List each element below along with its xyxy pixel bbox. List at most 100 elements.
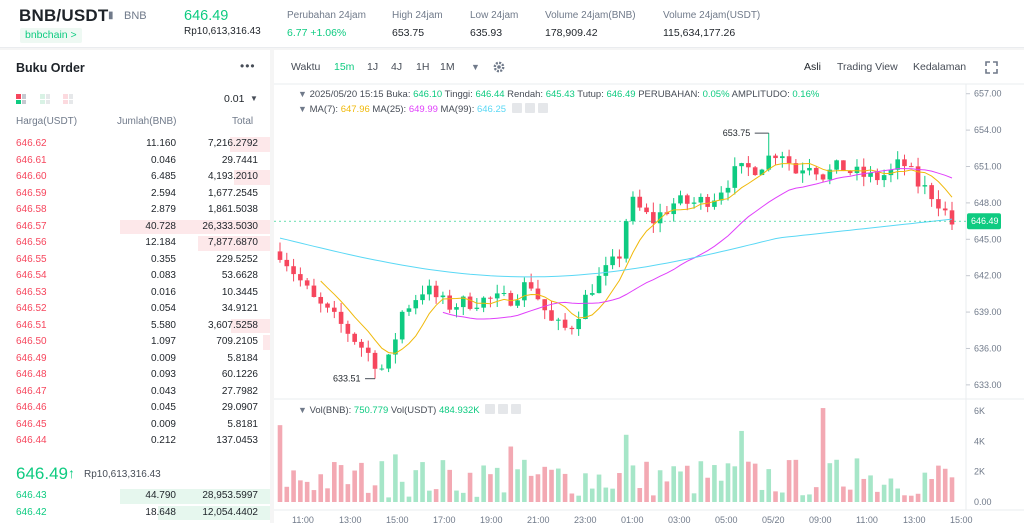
more-intervals-chevron-icon[interactable]: ▼	[471, 62, 480, 72]
last-price: 646.49	[184, 8, 229, 24]
coin-doc-icon[interactable]: ▮	[108, 10, 114, 21]
volume-bar	[562, 473, 568, 502]
cell-price: 646.48	[16, 369, 47, 380]
ask-row[interactable]: 646.50 1.097 709.2105	[0, 334, 270, 351]
fullscreen-icon[interactable]	[985, 61, 998, 74]
candle-body	[881, 175, 887, 181]
candle-body	[827, 169, 833, 180]
volume-bar	[684, 465, 690, 502]
ask-row[interactable]: 646.53 0.016 10.3445	[0, 285, 270, 302]
view-asks-icon[interactable]	[63, 94, 73, 104]
interval-1d[interactable]: 1H	[416, 61, 430, 73]
cell-price: 646.57	[16, 220, 47, 232]
cell-total: 29.7441	[221, 154, 258, 166]
stat-label: Volume 24jam(USDT)	[663, 10, 761, 21]
visibility-eye-icon[interactable]	[485, 404, 496, 414]
interval-4h[interactable]: 4J	[391, 61, 403, 73]
symbol-title[interactable]: BNB/USDT	[19, 6, 109, 25]
collapse-chevron-icon[interactable]: ▼	[298, 89, 307, 99]
interval-1m[interactable]: 1M	[440, 61, 455, 73]
ask-row[interactable]: 646.51 5.580 3,607.5258	[0, 318, 270, 335]
collapse-chevron-icon[interactable]: ▼	[298, 104, 307, 114]
view-both-icon[interactable]	[16, 94, 26, 104]
candlestick-chart[interactable]: 657.00 654.00 651.00 648.00 645.00 642.00 639.…	[274, 50, 1024, 523]
volume-bar	[739, 430, 744, 502]
ma99-label: MA(99):	[440, 104, 475, 115]
ask-row[interactable]: 646.46 0.045 29.0907	[0, 400, 270, 417]
candle-body	[291, 266, 296, 275]
interval-time[interactable]: Waktu	[291, 61, 321, 73]
stat-low: Low 24jam 635.93	[470, 10, 518, 39]
view-bids-icon[interactable]	[40, 94, 50, 104]
asks-list: 646.62 11.160 7,216.2792 646.61 0.046 29.7441…	[0, 136, 270, 450]
ask-row[interactable]: 646.60 6.485 4,193.2010	[0, 169, 270, 186]
high-value: 646.44	[475, 89, 505, 100]
volume-bar	[338, 465, 344, 502]
ask-row[interactable]: 646.59 2.594 1,677.2545	[0, 186, 270, 203]
cell-total: 5.8181	[227, 418, 258, 430]
ask-row[interactable]: 646.54 0.083 53.6628	[0, 268, 270, 285]
low-marker-label: 633.51	[333, 374, 361, 384]
interval-15m[interactable]: 15m	[334, 61, 355, 73]
candle-body	[718, 192, 724, 201]
cell-amount: 0.355	[150, 253, 176, 265]
visibility-eye-icon[interactable]	[511, 103, 522, 113]
coin-label: BNB	[124, 10, 147, 22]
volume-bar	[467, 472, 473, 502]
view-depth[interactable]: Kedalaman	[913, 61, 967, 73]
volume-bar	[420, 462, 425, 502]
interval-1h[interactable]: 1J	[367, 61, 379, 73]
chevron-down-icon[interactable]: ▼	[250, 94, 258, 103]
candle-body	[834, 160, 839, 170]
cell-total: 27.7982	[221, 385, 258, 397]
cell-price: 646.59	[16, 187, 47, 199]
ask-row[interactable]: 646.48 0.093 60.1226	[0, 367, 270, 384]
volume-tick-label: 6K	[974, 406, 985, 416]
close-icon[interactable]	[537, 103, 548, 113]
volume-bar	[922, 472, 928, 502]
candle-body	[562, 319, 568, 328]
ask-row[interactable]: 646.57 40.728 26,333.5030	[0, 219, 270, 236]
ask-row[interactable]: 646.61 0.046 29.7441	[0, 153, 270, 170]
ask-row[interactable]: 646.55 0.355 229.5252	[0, 252, 270, 269]
settings-icon[interactable]	[524, 103, 535, 113]
bid-row[interactable]: 646.43 44.790 28,953.5997	[0, 488, 270, 505]
volume-bar	[399, 481, 405, 502]
candle-body	[637, 196, 643, 208]
view-tradingview[interactable]: Trading View	[837, 61, 898, 73]
tick-size-select[interactable]: 0.01	[224, 93, 245, 105]
ask-row[interactable]: 646.47 0.043 27.7982	[0, 384, 270, 401]
volume-bar	[637, 488, 643, 502]
chain-badge[interactable]: bnbchain >	[20, 28, 82, 43]
ask-row[interactable]: 646.58 2.879 1,861.5038	[0, 202, 270, 219]
volume-bar	[311, 490, 317, 502]
more-dots-icon[interactable]: •••	[240, 59, 256, 73]
current-price-tag	[967, 213, 1001, 230]
ask-row[interactable]: 646.44 0.212 137.0453	[0, 433, 270, 450]
ask-row[interactable]: 646.52 0.054 34.9121	[0, 301, 270, 318]
candle-body	[447, 295, 452, 310]
ask-row[interactable]: 646.49 0.009 5.8184	[0, 351, 270, 368]
volume-bar	[359, 462, 364, 502]
ask-row[interactable]: 646.62 11.160 7,216.2792	[0, 136, 270, 153]
volume-bar	[535, 474, 541, 502]
stat-value: 178,909.42	[545, 27, 598, 39]
bid-row[interactable]: 646.42 18.648 12,054.4402	[0, 505, 270, 522]
candle-body	[820, 174, 826, 180]
collapse-chevron-icon[interactable]: ▼	[298, 405, 307, 415]
ask-row[interactable]: 646.56 12.184 7,877.6870	[0, 235, 270, 252]
time-tick-label: 15:00	[950, 515, 973, 523]
settings-icon[interactable]	[498, 404, 509, 414]
time-tick-label: 13:00	[903, 515, 926, 523]
volume-bar	[372, 485, 378, 502]
volume-tick-label: 0.00	[974, 497, 992, 507]
view-original[interactable]: Asli	[804, 61, 821, 73]
cell-amount: 2.879	[150, 204, 176, 215]
ask-row[interactable]: 646.45 0.009 5.8181	[0, 417, 270, 434]
settings-gear-icon[interactable]	[492, 60, 506, 74]
order-book-title: Buku Order	[16, 61, 85, 75]
cell-amount: 0.093	[150, 369, 176, 380]
candle-body	[284, 259, 290, 267]
vol-base-label: Vol(BNB):	[309, 405, 352, 416]
close-icon[interactable]	[511, 404, 522, 414]
